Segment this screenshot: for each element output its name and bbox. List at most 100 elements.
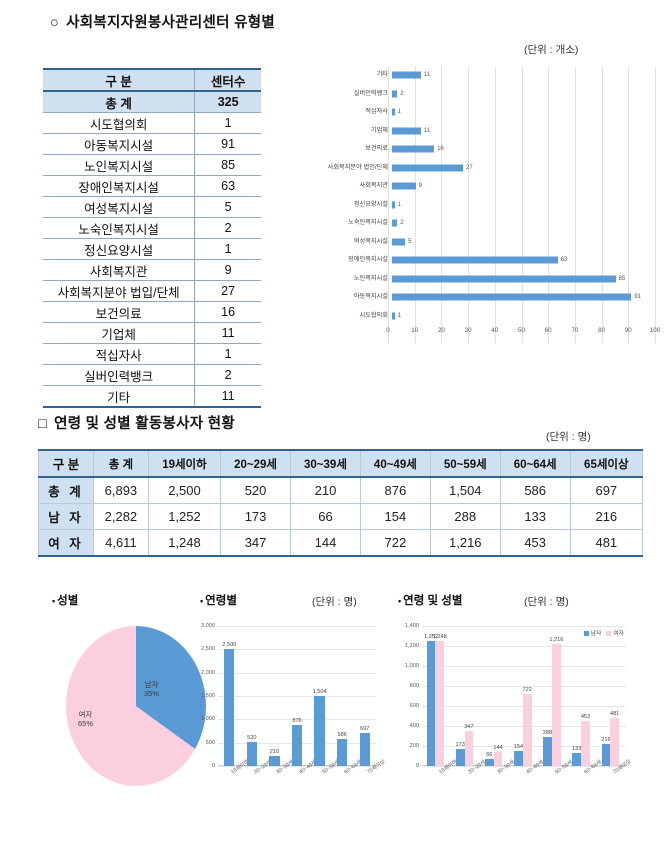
bar-value-label: 586 [337, 731, 347, 738]
bar-row: 노숙인복지시설 2 [300, 214, 655, 233]
y-tick-label: 200 [409, 743, 419, 749]
bar-row: 아동복지시설 91 [300, 288, 655, 307]
y-tick-label: 1,000 [201, 716, 215, 723]
cell: 173 [220, 503, 292, 530]
bar-plot: 1 [392, 196, 655, 215]
gridline [218, 626, 376, 627]
bar [314, 695, 325, 766]
bar-plot: 85 [392, 270, 655, 289]
table-row: 기업체 11 [43, 322, 261, 344]
bar [291, 725, 303, 766]
x-tick-label: 80 [598, 327, 606, 334]
bar-plot: 5 [392, 233, 655, 252]
bar-value-label: 453 [580, 713, 591, 720]
bar [464, 731, 474, 766]
header-20s: 20~29세 [220, 449, 292, 478]
age-bar-chart: 0 500 1,000 1,500 2,000 2,500 3,000 2,500 19세이하 5… [201, 623, 386, 776]
bar-value-label: 5 [408, 238, 412, 245]
center-type-table-body: 총 계 325 시도협의회 1 아동복지시설 91 노인복지시설 85 장애인복지시설… [43, 91, 261, 408]
bar [392, 145, 435, 153]
bar-value-label: 1,252 [424, 633, 439, 640]
cell: 288 [429, 503, 501, 530]
bar-plot: 11 [392, 122, 655, 141]
row-label: 노인복지시설 [43, 154, 195, 176]
bar-category-label: 보건의료 [365, 145, 388, 153]
gridline [422, 686, 626, 687]
gridline [655, 66, 656, 343]
pie-label-female: 여자 65% [78, 710, 94, 729]
bar-plot: 9 [392, 177, 655, 196]
row-value: 2 [194, 217, 261, 239]
section2-heading: □ 연령 및 성별 활동봉사자 현황 [38, 412, 235, 433]
table-row: 노인복지시설 85 [43, 154, 261, 176]
bar-value-label: 288 [542, 730, 553, 737]
y-tick-label: 500 [205, 739, 215, 746]
header-65plus: 65세이상 [569, 449, 644, 478]
gridline [218, 696, 376, 697]
row-label: 사회복지관 [43, 259, 195, 281]
row-value: 16 [194, 301, 261, 323]
bar [392, 108, 395, 116]
age-gender-table: 구 분 총 계 19세이하 20~29세 30~39세 40~49세 50~59… [38, 449, 644, 557]
bar-value-label: 1 [397, 109, 401, 116]
bar-value-label: 347 [464, 724, 474, 731]
legend-item: 남자 [583, 628, 601, 637]
bar-value-label: 1 [397, 201, 401, 208]
header-center-count: 센터수 [194, 68, 261, 92]
bar [392, 71, 421, 79]
y-tick-label: 0 [211, 763, 215, 769]
bar-value-label: 63 [560, 257, 568, 264]
row-value: 1 [194, 238, 261, 260]
section2-marker: □ [38, 416, 48, 432]
bar-value-label: 11 [423, 127, 431, 134]
gridline [218, 766, 376, 767]
table-header-row: 구 분 총 계 19세이하 20~29세 30~39세 40~49세 50~59… [38, 449, 644, 478]
y-tick-label: 2,000 [201, 669, 215, 676]
y-tick-label: 400 [409, 723, 419, 729]
legend-swatch [606, 630, 612, 636]
bar [392, 275, 616, 283]
cell: 133 [499, 503, 571, 530]
row-value: 27 [194, 280, 261, 302]
row-value: 1 [194, 343, 261, 365]
cell: 586 [499, 476, 571, 504]
age-gender-bar-chart: 0 200 400 600 800 1,000 1,200 1,400 1,252 1,248 19… [405, 623, 633, 776]
bar-plot: 91 [392, 288, 655, 307]
table-row: 여성복지시설 5 [43, 196, 261, 218]
bar-value-label: 27 [466, 164, 473, 171]
bar-row: 노인복지시설 85 [300, 270, 655, 289]
bar [359, 733, 370, 766]
row-label: 시도협의회 [43, 112, 195, 134]
header-under19: 19세이하 [147, 449, 222, 478]
y-tick-label: 2,500 [201, 646, 215, 653]
bar [392, 312, 395, 320]
row-value: 325 [194, 91, 261, 113]
bullet-icon: • [398, 595, 402, 606]
chart-bars: 기타 11 실버인력뱅크 2 적십자사 1 기업체 11 보건의료 16 사회복지분야 법인/단체 2… [300, 66, 655, 325]
header-total: 총 계 [93, 449, 149, 478]
bar [392, 256, 558, 264]
gender-chart-title-text: 성별 [57, 595, 79, 607]
table-row: 보건의료 16 [43, 301, 261, 323]
bar-row: 적십자사 1 [300, 103, 655, 122]
bar [392, 201, 395, 209]
bar-value-label: 144 [493, 744, 503, 751]
row-value: 91 [194, 133, 261, 155]
chart-x-axis: 0 10 20 30 40 50 60 70 80 90 100 [386, 325, 660, 339]
bar [435, 641, 445, 766]
bar [392, 238, 406, 246]
bar [426, 640, 436, 766]
table-row: 장애인복지시설 63 [43, 175, 261, 197]
row-value: 11 [194, 322, 261, 344]
chart-legend: 남자 여자 [583, 628, 624, 637]
row-label: 보건의료 [43, 301, 195, 323]
cell: 697 [569, 476, 644, 504]
bar-row: 장애인복지시설 63 [300, 251, 655, 270]
bar-plot: 16 [392, 140, 655, 159]
y-tick-label: 1,200 [405, 643, 419, 649]
row-label: 사회복지분야 법입/단체 [43, 280, 195, 302]
table-row: 사회복지분야 법입/단체 27 [43, 280, 261, 302]
bar-row: 사회복지분야 법인/단체 27 [300, 159, 655, 178]
bar [455, 748, 465, 766]
bar-row: 기타 11 [300, 66, 655, 85]
